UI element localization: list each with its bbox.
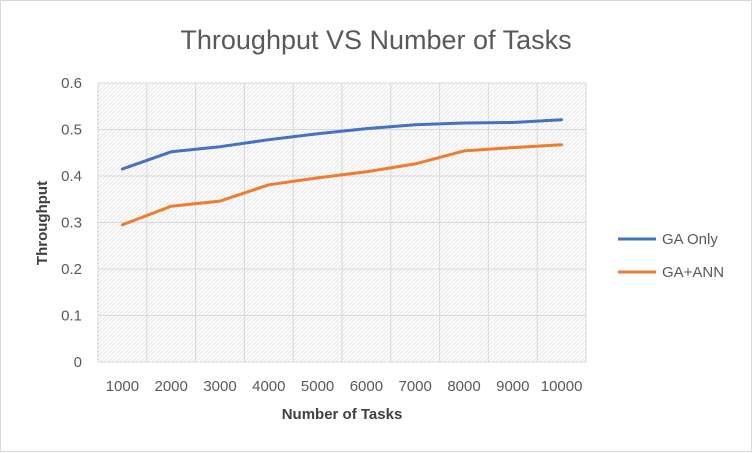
- x-tick-label: 3000: [203, 378, 236, 395]
- x-axis-title: Number of Tasks: [282, 406, 403, 423]
- y-tick-label: 0.2: [61, 261, 82, 278]
- x-axis-ticks: 1000 2000 3000 4000 5000 6000 7000 8000 9000 1000…: [106, 378, 583, 395]
- y-tick-label: 0.4: [61, 168, 82, 185]
- x-tick-label: 9000: [496, 378, 529, 395]
- y-tick-label: 0.5: [61, 122, 82, 139]
- x-tick-label: 5000: [301, 378, 334, 395]
- x-tick-label: 8000: [447, 378, 480, 395]
- grid: [97, 82, 587, 363]
- x-tick-label: 10000: [541, 378, 583, 395]
- x-tick-label: 6000: [350, 378, 383, 395]
- legend-label: GA Only: [662, 231, 718, 248]
- y-tick-label: 0: [74, 354, 82, 371]
- x-tick-label: 2000: [155, 378, 188, 395]
- x-tick-label: 4000: [252, 378, 285, 395]
- legend-label: GA+ANN: [662, 264, 724, 281]
- y-tick-label: 0.3: [61, 215, 82, 232]
- y-tick-label: 0.1: [61, 308, 82, 325]
- legend: GA Only GA+ANN: [618, 231, 724, 281]
- x-tick-label: 1000: [106, 378, 139, 395]
- y-tick-label: 0.6: [61, 75, 82, 92]
- series-line-2: [120, 143, 564, 227]
- x-tick-label: 7000: [399, 378, 432, 395]
- chart-title: Throughput VS Number of Tasks: [180, 25, 571, 55]
- series: [120, 118, 564, 227]
- series-line-1: [120, 118, 564, 171]
- y-axis-ticks: 0 0.1 0.2 0.3 0.4 0.5 0.6: [61, 75, 82, 371]
- y-axis-title: Throughput: [34, 181, 51, 265]
